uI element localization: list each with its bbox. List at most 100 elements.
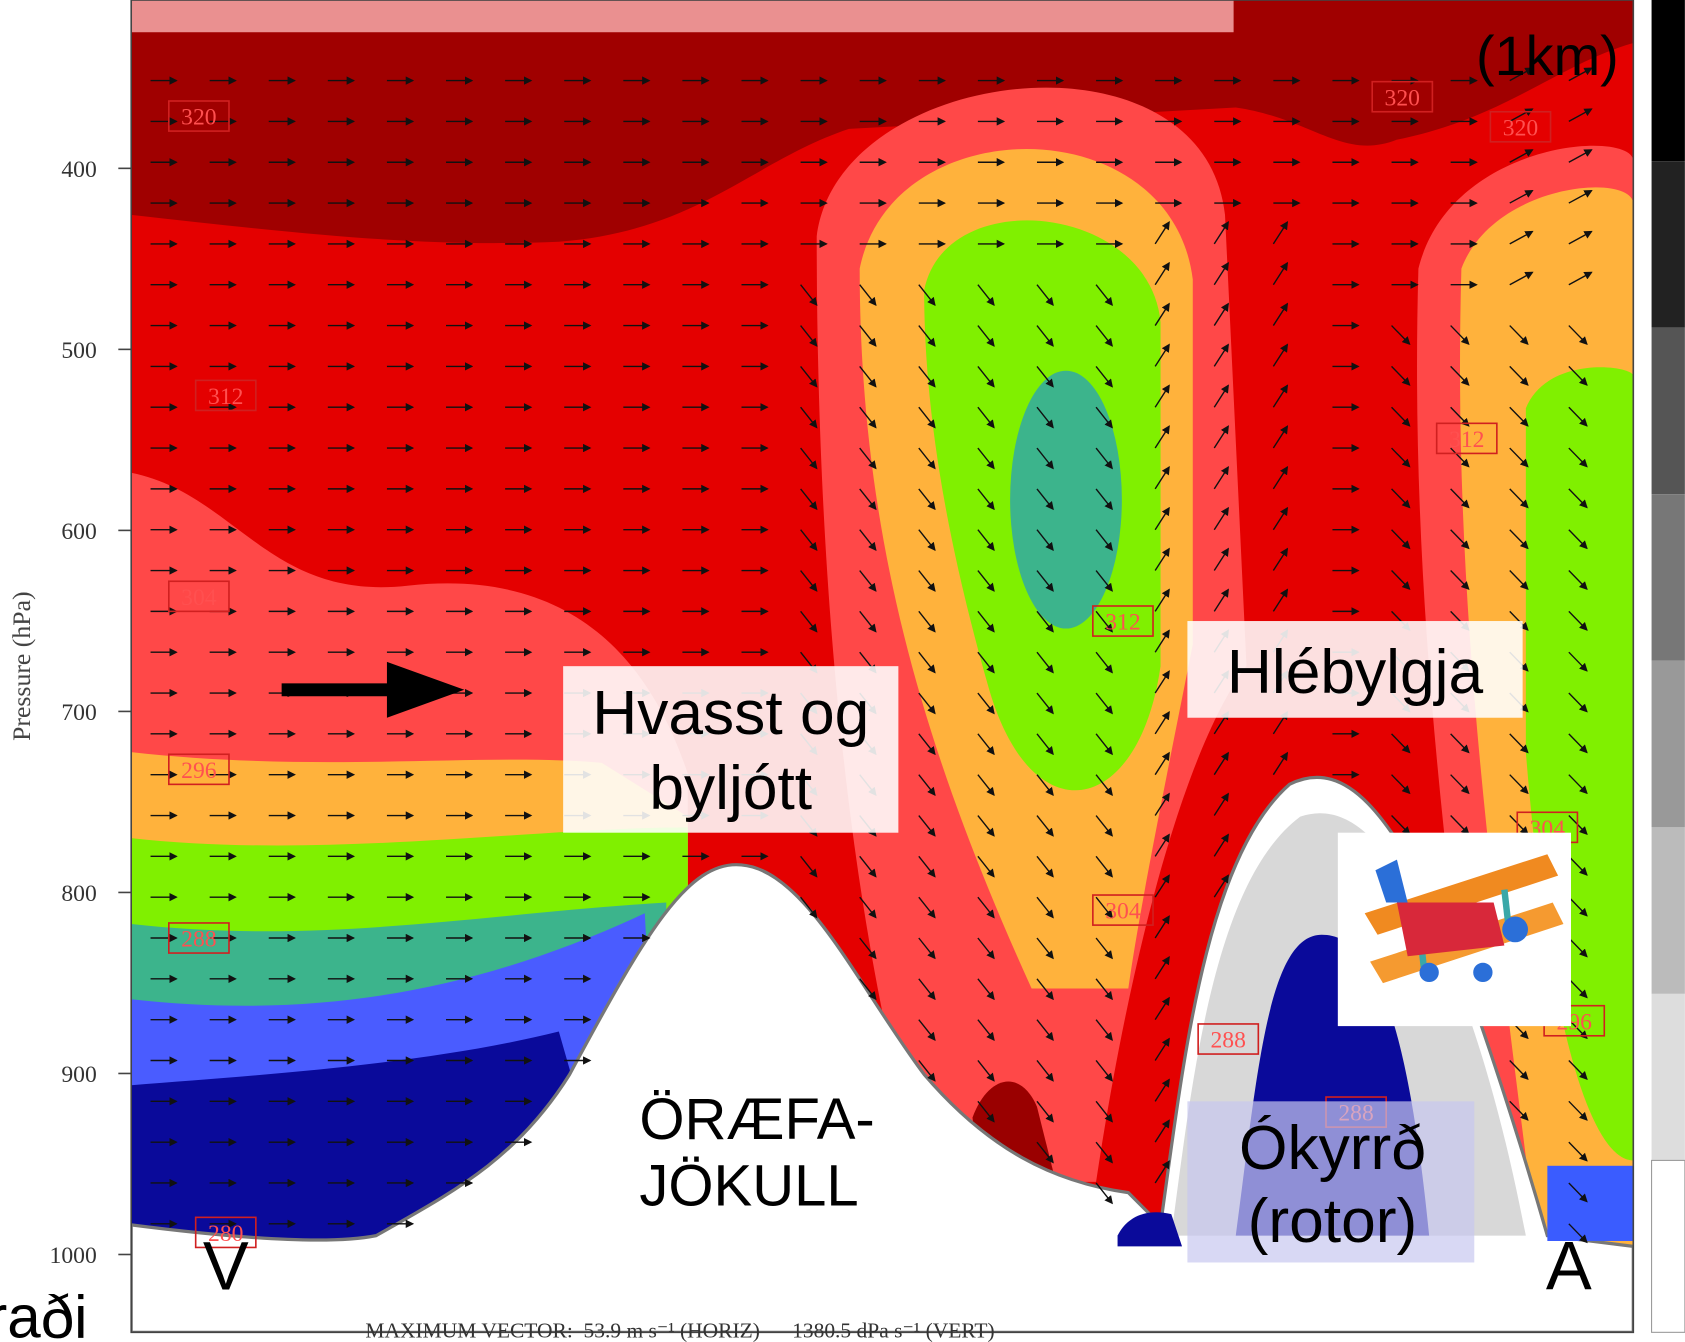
wind-arrow [1095,1019,1113,1041]
wind-arrow [918,937,936,960]
wind-arrow [977,570,995,592]
wind-arrow [1509,230,1534,245]
wind-arrow [977,651,995,674]
wind-arrow [1154,751,1170,776]
wind-arrow [1095,447,1113,470]
y-tick-label: 500 [61,338,96,364]
wind-arrow [977,284,995,307]
wind-arrow [918,529,936,552]
wind-arrow [1036,978,1054,1001]
contour-label: 304 [181,585,217,611]
wind-arrow [918,488,936,511]
wind-arrow [1154,792,1170,816]
wind-arrow [918,815,936,837]
wind-arrow [859,529,877,552]
title-band [131,0,1234,33]
wind-arrow [859,325,877,347]
wind-arrow [977,1019,995,1041]
y-tick-label: 1000 [50,1243,97,1269]
wind-arrow [1391,447,1411,468]
wind-arrow [977,610,995,633]
wind-arrow [1036,692,1054,715]
wind-arrow [1568,529,1588,550]
wind-arrow [977,774,995,796]
annotation: (1km) [1476,24,1619,87]
wind-arrow [1154,343,1170,367]
wind-arrow [1095,529,1113,552]
contour-label: 280 [208,1221,243,1247]
contour-label-box [1197,1023,1260,1055]
wind-arrow [1568,149,1593,163]
wind-arrow [1036,488,1054,511]
wind-arrow [1568,978,1588,999]
wind-arrow [1568,651,1588,672]
wind-arrow [800,284,818,307]
wind-arrow [1272,302,1289,326]
wind-arrow [800,896,818,919]
contour-label: 296 [181,758,217,784]
wind-arrow [1036,447,1054,470]
wind-arrow [1450,815,1470,836]
wind-arrow [859,937,877,960]
wind-arrow [1095,815,1113,837]
wind-arrow [1036,365,1054,388]
flow-arrow [281,683,400,697]
wind-arrow [1391,529,1411,550]
wind-arrow [1568,325,1588,346]
label-box [1187,1101,1475,1263]
wind-arrow [1213,588,1229,612]
wind-arrow [918,1019,936,1041]
wind-arrow [1036,1060,1054,1082]
wind-arrow [1095,284,1113,307]
wind-arrow [1568,488,1588,509]
contour-label: 312 [1449,427,1484,453]
wind-arrow [977,529,995,552]
wind-arrow [1568,610,1588,631]
wind-arrow [1391,570,1411,591]
contour-label: 288 [181,927,216,953]
wind-arrow [1272,506,1289,531]
contour-label-box [194,379,257,412]
wind-arrow [1568,1182,1588,1203]
wind-arrow [1509,1100,1529,1121]
wind-arrow [1213,343,1229,367]
wind-arrow [1154,425,1170,449]
wind-arrow [1272,466,1289,490]
contour-label-box [168,100,230,132]
wind-arrow [1036,774,1054,796]
wind-arrow [1036,529,1054,552]
wind-arrow [1036,406,1054,429]
wind-arrow [1154,955,1170,980]
wind-arrow [859,855,877,878]
wind-arrow [1213,547,1229,571]
wind-arrow [1509,406,1529,427]
wind-arrow [1154,588,1170,612]
wind-arrow [1095,610,1113,633]
contour-label-box [168,580,230,613]
wind-arrow [977,937,995,960]
wind-arrow [1095,406,1113,429]
wind-arrow [918,365,936,388]
annotation: ÖRÆFA- [639,1087,874,1152]
wind-arrow [1154,506,1170,531]
wind-arrow [918,651,936,674]
wind-arrow [1450,733,1470,754]
wind-arrow [918,692,936,715]
wind-arrow [1154,1160,1170,1184]
contour-label: 312 [1105,610,1140,636]
wind-arrow [1568,1100,1588,1121]
wind-arrow [918,570,936,592]
wind-arrow [1036,896,1054,919]
wind-arrow [1509,815,1529,836]
annotation: Ókyrrð [1239,1114,1426,1183]
wind-arrow [977,733,995,756]
wind-arrow [1095,896,1113,919]
contour-label-box [168,922,230,954]
contour-label-box [194,1216,257,1249]
wind-arrow [1095,1100,1113,1123]
annotation: V [203,1227,249,1304]
wind-arrow [1568,406,1588,427]
wind-arrow [1568,271,1593,286]
